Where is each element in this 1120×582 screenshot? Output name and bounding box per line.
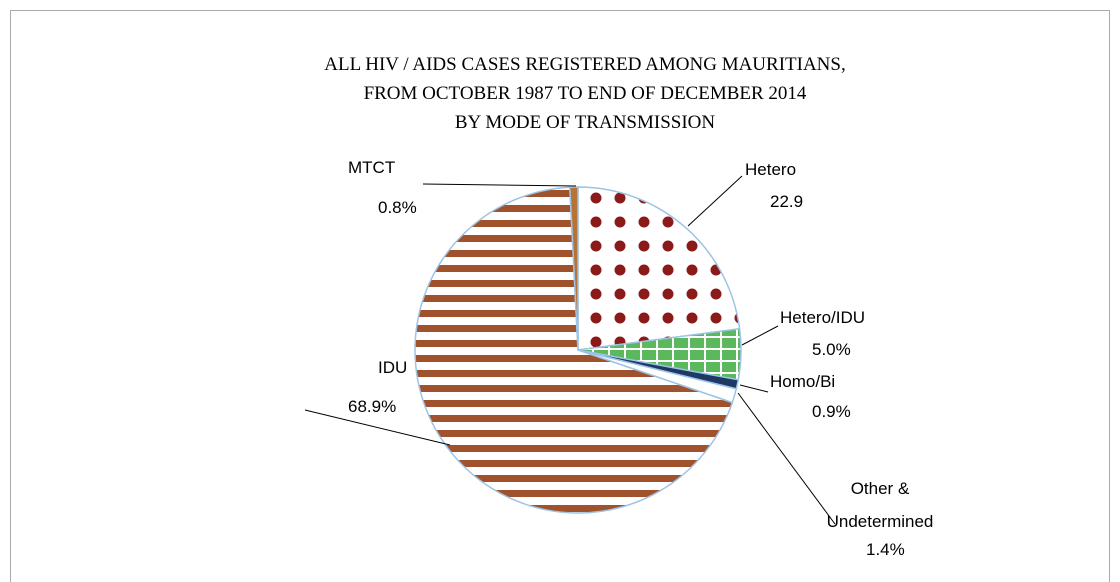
chart-title: FROM OCTOBER 1987 TO END OF DECEMBER 201…	[364, 83, 807, 104]
value-label: 5.0%	[812, 340, 851, 359]
value-label: 0.9%	[812, 402, 851, 421]
value-label: 0.8%	[378, 198, 417, 217]
pie-slice	[414, 186, 734, 514]
slice-label: Other & Undetermined	[826, 479, 934, 531]
pie-slice	[577, 186, 741, 351]
leader-line	[422, 183, 577, 187]
pie-slice	[569, 186, 579, 351]
chart-title: ALL HIV / AIDS CASES REGISTERED AMONG MA…	[324, 54, 845, 75]
value-label: 1.4%	[866, 540, 905, 559]
value-label: 22.9	[770, 192, 804, 211]
slice-label: Homo/Bi	[770, 372, 836, 391]
leader-line	[737, 392, 836, 525]
value-label: 68.9%	[348, 397, 397, 416]
slice-label: Hetero/IDU	[780, 308, 866, 327]
slice-label: Hetero	[745, 160, 797, 179]
leader-line	[741, 325, 779, 346]
leader-line	[304, 409, 451, 446]
leader-line	[739, 384, 769, 393]
slice-label: IDU	[378, 358, 408, 377]
slice-label: MTCT	[348, 158, 396, 177]
chart-title: BY MODE OF TRANSMISSION	[455, 112, 716, 133]
leader-line	[687, 175, 743, 227]
